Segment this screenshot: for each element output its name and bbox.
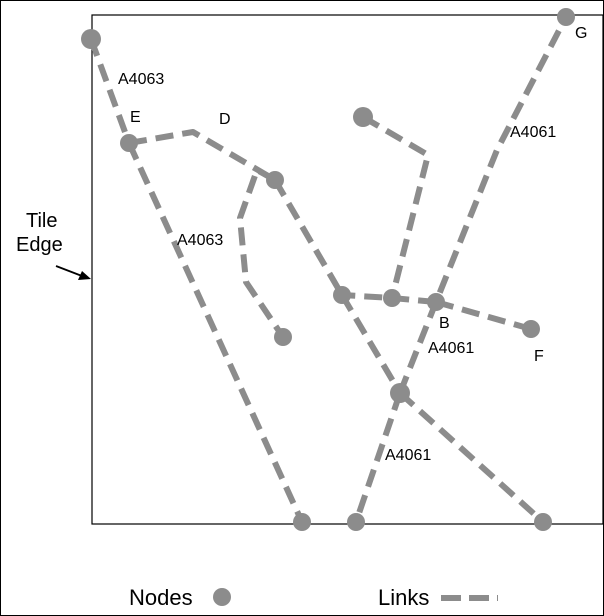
node-south-left <box>293 513 311 531</box>
road-label-a4061-mid: A4061 <box>428 340 474 357</box>
road-label-a4061-bottom: A4061 <box>385 447 431 464</box>
node-label-g: G <box>575 25 587 42</box>
link-west-junction-to-south-hub <box>339 293 403 395</box>
node-label-f: F <box>534 348 544 365</box>
node-f <box>522 320 540 338</box>
node-center-junction <box>383 289 401 307</box>
link-e-to-south <box>126 141 305 524</box>
node-label-e: E <box>130 109 141 126</box>
link-a4063-north <box>88 37 132 145</box>
node-b <box>427 293 445 311</box>
tile-edge-label-line1: Tile <box>26 210 57 232</box>
node-west-junction <box>333 286 351 304</box>
link-b-to-f <box>435 299 532 332</box>
link-hub-spur <box>237 167 286 339</box>
node-e <box>120 134 138 152</box>
legend-node-icon <box>213 588 231 606</box>
tile-edge-arrow <box>55 265 91 280</box>
link-south-hub-to-southeast <box>397 390 546 525</box>
node-south-hub <box>390 383 410 403</box>
node-north-spur-end <box>353 107 373 127</box>
road-label-a4063-top: A4063 <box>118 71 164 88</box>
link-a4061-south <box>353 392 403 523</box>
link-a4061-to-g <box>397 15 569 395</box>
road-label-a4063-mid: A4063 <box>177 232 223 249</box>
node-south-right <box>534 513 552 531</box>
node-hub <box>266 171 284 189</box>
node-label-b: B <box>439 315 450 332</box>
legend-links-label: Links <box>378 585 429 610</box>
link-north-spur <box>361 114 431 299</box>
legend-nodes-label: Nodes <box>129 585 193 610</box>
link-hub-to-west-junction <box>272 178 345 297</box>
node-g <box>557 8 575 26</box>
node <box>81 29 101 49</box>
node-label-d: D <box>219 111 231 128</box>
node-south-mid <box>347 513 365 531</box>
node-spur-end <box>274 328 292 346</box>
tile-edge-label-line2: Edge <box>16 234 63 256</box>
link-e-d-hub <box>128 129 277 183</box>
road-label-a4061-top: A4061 <box>510 124 556 141</box>
